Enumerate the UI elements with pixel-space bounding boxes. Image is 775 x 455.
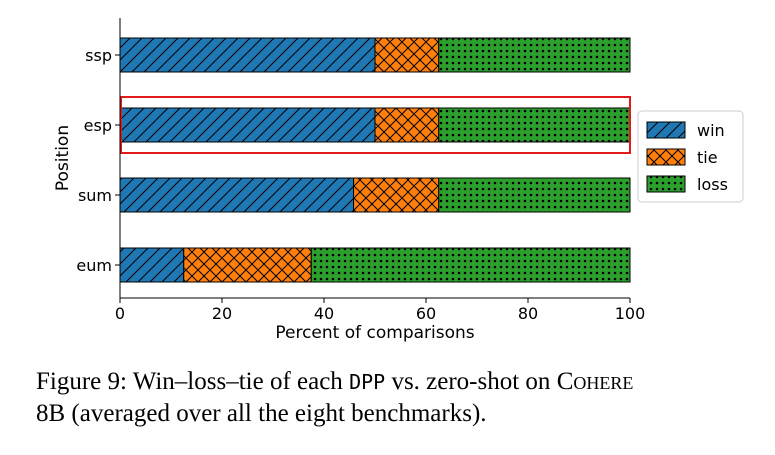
bar-sum-loss xyxy=(438,177,631,213)
x-tick-label: 100 xyxy=(615,304,646,323)
legend-label-loss: loss xyxy=(697,175,728,194)
legend-swatch-win xyxy=(646,121,686,139)
caption-line2: 8B (averaged over all the eight benchmar… xyxy=(36,400,487,427)
caption-method: DPP xyxy=(349,370,386,394)
bar-esp-win xyxy=(119,107,376,143)
bars-layer xyxy=(119,37,631,283)
bar-esp-loss xyxy=(438,107,631,143)
y-tick-label: sum xyxy=(78,186,112,205)
caption-prefix: Figure 9: Win–loss–tie of each xyxy=(36,368,350,395)
bar-ssp-tie xyxy=(374,37,440,73)
axes-layer: ssp esp sum eum 0 20 40 60 80 100 Percent of compa… xyxy=(53,18,645,343)
y-tick-label: ssp xyxy=(85,46,112,65)
figure-caption: Figure 9: Win–loss–tie of each DPP vs. z… xyxy=(36,366,766,429)
y-tick-label: eum xyxy=(76,256,112,275)
y-axis-title: Position xyxy=(53,125,73,191)
x-tick-label: 80 xyxy=(518,304,538,323)
legend-label-win: win xyxy=(697,121,725,140)
bar-eum-loss xyxy=(310,247,631,283)
bar-esp-tie xyxy=(374,107,440,143)
legend: win tie loss xyxy=(637,110,744,203)
caption-middle: vs. zero-shot on xyxy=(385,368,557,395)
legend-label-tie: tie xyxy=(697,148,718,167)
y-tick-label: esp xyxy=(84,116,112,135)
stacked-bar-chart: ssp esp sum eum 0 20 40 60 80 100 Percent of compa… xyxy=(53,18,744,343)
x-axis-title: Percent of comparisons xyxy=(275,323,474,343)
bar-eum-win xyxy=(119,247,185,283)
bar-sum-tie xyxy=(353,177,440,213)
bar-ssp-win xyxy=(119,37,376,73)
legend-swatch-tie xyxy=(646,148,686,166)
x-tick-label: 60 xyxy=(416,304,436,323)
x-tick-label: 40 xyxy=(314,304,334,323)
bar-eum-tie xyxy=(183,247,312,283)
highlight-box xyxy=(120,96,631,154)
legend-swatch-loss xyxy=(646,175,686,193)
bar-sum-win xyxy=(119,177,355,213)
bar-ssp-loss xyxy=(438,37,631,73)
x-tick-label: 20 xyxy=(212,304,232,323)
x-tick-label: 0 xyxy=(115,304,125,323)
caption-model: Cohere xyxy=(556,368,634,395)
